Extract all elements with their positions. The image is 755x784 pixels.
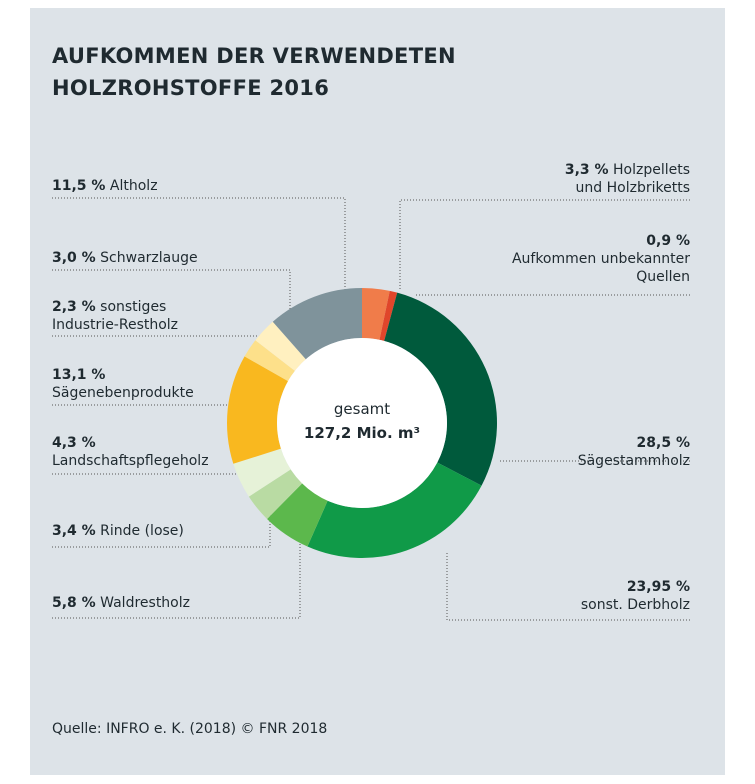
value-label: 13,1 % — [52, 367, 106, 383]
source: Quelle: INFRO e. K. (2018) © FNR 2018 — [52, 721, 328, 737]
label: 4,3 % Landschaftspflegeholz — [52, 434, 209, 470]
label: 3,3 % Holzpellets und Holzbriketts — [565, 161, 690, 197]
category-label: sonst. Derbholz — [580, 597, 690, 613]
leader — [52, 269, 291, 322]
category-label: Landschaftspflegeholz — [52, 453, 209, 469]
leader — [399, 199, 690, 290]
value-label: 5,8 % — [52, 595, 96, 611]
slice — [227, 356, 289, 464]
leader — [52, 492, 271, 548]
slice — [248, 469, 303, 519]
center-label: gesamt — [333, 400, 391, 418]
label: 5,8 % Waldrestholz — [52, 594, 190, 612]
category-label: Schwarzlauge — [100, 250, 198, 266]
label: 13,1 % Sägenebenprodukte — [52, 366, 194, 402]
category-label: Sägenebenprodukte — [52, 385, 194, 401]
category-label: Aufkommen unbekannter Quellen — [511, 251, 690, 285]
slice — [384, 292, 497, 486]
leader — [446, 552, 690, 621]
center-value: 127,2 Mio. m³ — [303, 424, 421, 442]
leader-lines — [52, 197, 690, 621]
slice — [244, 340, 295, 382]
donut — [227, 288, 497, 558]
category-label: Rinde (lose) — [100, 523, 184, 539]
value-label: 23,95 % — [626, 579, 690, 595]
category-label: Holzpellets und Holzbriketts — [575, 162, 690, 196]
category-label: Sägestammholz — [577, 453, 690, 469]
value-label: 0,9 % — [646, 233, 690, 249]
donut-hole — [277, 338, 447, 508]
label: 23,95 % sonst. Derbholz — [581, 578, 690, 614]
slice — [233, 448, 291, 497]
value-label: 3,4 % — [52, 523, 96, 539]
value-label: 3,3 % — [564, 162, 609, 178]
label: 2,3 % sonstiges Industrie-Restholz — [52, 298, 178, 334]
value-label: 3,0 % — [52, 250, 96, 266]
label: 0,9 % Aufkommen unbekannter Quellen — [512, 232, 690, 286]
value-label: 2,3 % — [52, 299, 96, 315]
slice — [255, 321, 306, 371]
slice — [307, 462, 482, 558]
leader — [52, 197, 346, 292]
slice — [362, 288, 390, 340]
value-label: 4,3 % — [52, 435, 96, 451]
category-label: Waldrestholz — [100, 595, 190, 611]
chart-title: AUFKOMMEN DER VERWENDETEN HOLZROHSTOFFE … — [52, 44, 456, 100]
value-label: 28,5 % — [636, 435, 690, 451]
label: 11,5 % Altholz — [52, 177, 158, 195]
slice — [379, 290, 398, 341]
category-label: Altholz — [109, 178, 158, 194]
slice — [272, 288, 362, 360]
slice — [267, 483, 328, 547]
category-label: sonstiges Industrie-Restholz — [52, 299, 179, 333]
label: 28,5 % Sägestammholz — [578, 434, 690, 470]
label: 3,0 % Schwarzlauge — [52, 249, 198, 267]
value-label: 11,5 % — [52, 178, 106, 194]
label: 3,4 % Rinde (lose) — [52, 522, 184, 540]
